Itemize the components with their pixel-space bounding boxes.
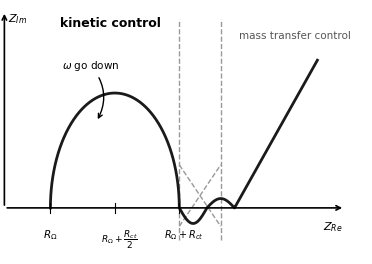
Text: $Z_{Re}$: $Z_{Re}$ bbox=[323, 220, 343, 234]
Text: $R_{\Omega}$: $R_{\Omega}$ bbox=[43, 228, 58, 242]
Text: kinetic control: kinetic control bbox=[60, 17, 160, 30]
Text: $R_{\Omega}+\dfrac{R_{ct}}{2}$: $R_{\Omega}+\dfrac{R_{ct}}{2}$ bbox=[101, 228, 138, 251]
Text: mass transfer control: mass transfer control bbox=[239, 31, 351, 41]
Text: $R_{\Omega}+R_{ct}$: $R_{\Omega}+R_{ct}$ bbox=[164, 228, 204, 242]
Text: $Z_{Im}$: $Z_{Im}$ bbox=[8, 13, 27, 26]
Text: $\omega$ go down: $\omega$ go down bbox=[62, 59, 119, 118]
